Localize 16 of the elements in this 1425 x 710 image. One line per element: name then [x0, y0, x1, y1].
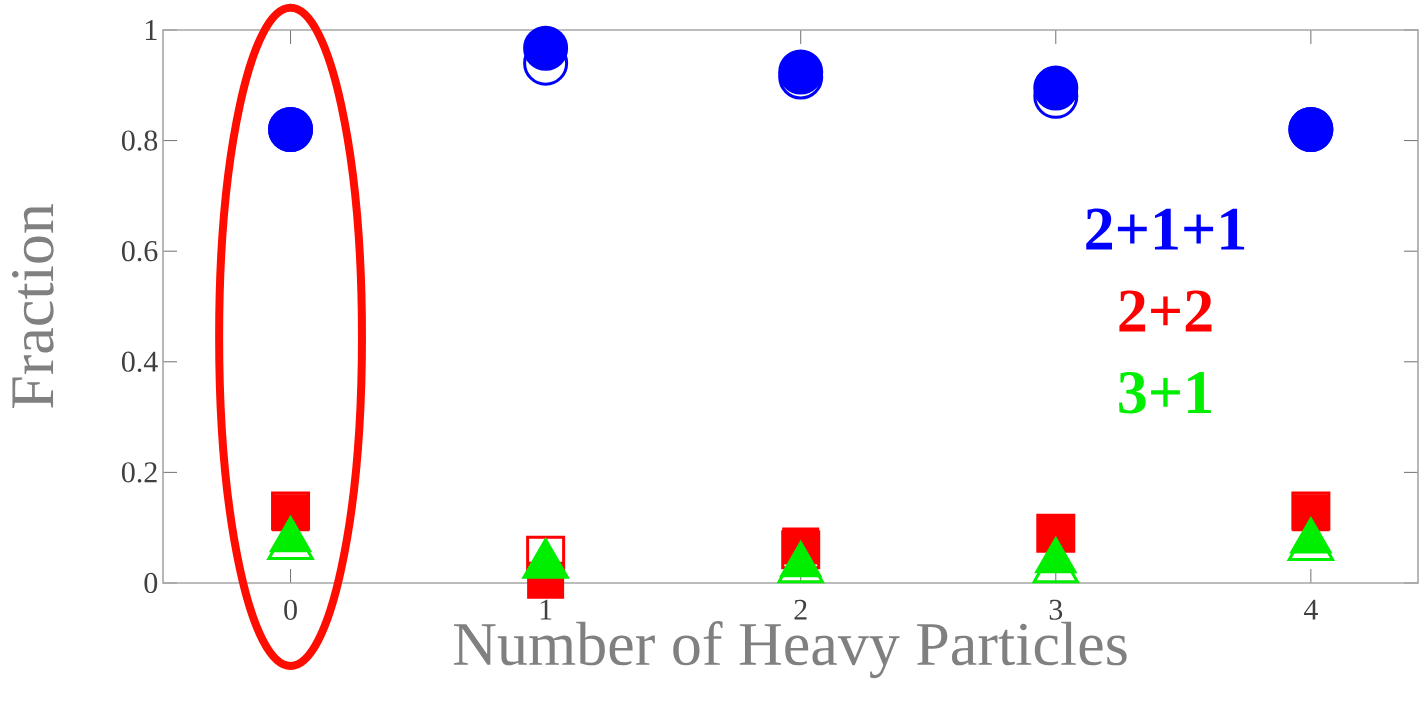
text: 2+2: [1119, 290, 1212, 332]
x-tick-label: 3: [1049, 599, 1063, 620]
text: 3+1: [1119, 371, 1211, 414]
y-tick-label: 1: [145, 20, 157, 40]
x-tick-label: 1: [540, 599, 552, 620]
y-tick-label: 0: [144, 572, 158, 594]
x-tick-label: 4: [1303, 599, 1318, 620]
y-tick-label: 0.4: [121, 351, 158, 372]
y-axis-title: Fraction: [11, 204, 54, 409]
x-axis-title: Number of Heavy Particles: [453, 621, 1127, 679]
x-tick-label: 0: [284, 599, 297, 620]
y-tick-label: 0.8: [121, 130, 158, 151]
y-tick-label: 0.2: [121, 462, 157, 483]
series-label: 2+1+1: [1086, 208, 1245, 250]
y-tick-label: 0.6: [121, 241, 158, 262]
x-tick-label: 2: [794, 599, 807, 620]
